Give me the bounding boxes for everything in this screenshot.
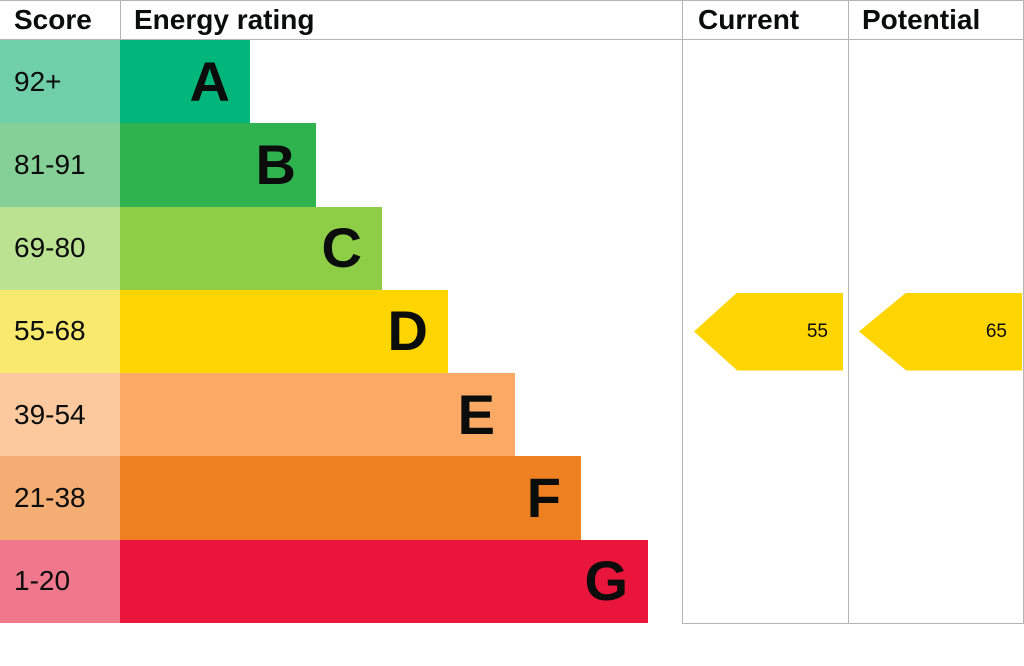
band-letter-f: F (526, 466, 561, 530)
band-letter-b: B (255, 132, 296, 196)
band-bar-d: D (120, 289, 448, 374)
score-range-b: 81-91 (0, 123, 120, 207)
band-row-e: 39-54 E (0, 373, 682, 457)
score-header: Score (14, 4, 92, 35)
band-letter-e: E (457, 382, 495, 446)
score-range-c: 69-80 (0, 206, 120, 290)
current-column-divider (682, 0, 683, 623)
potential-rating-value: 65 (985, 320, 1007, 342)
bands: 92+ A 81-91 B 69-80 C 55-68 D 39-54 E 21… (0, 40, 682, 623)
band-bar-e: E (120, 373, 515, 457)
potential-column-divider (848, 0, 849, 623)
current-header: Current (698, 4, 800, 35)
band-letter-g: G (584, 549, 628, 613)
band-row-c: 69-80 C (0, 206, 682, 290)
score-range-f: 21-38 (0, 456, 120, 540)
score-range-d: 55-68 (0, 289, 120, 374)
band-row-f: 21-38 F (0, 456, 682, 540)
band-letter-c: C (321, 216, 362, 280)
band-row-g: 1-20 G (0, 539, 682, 623)
score-range-e: 39-54 (0, 373, 120, 457)
current-rating-arrow: 55 (694, 292, 843, 371)
band-letter-a: A (189, 49, 230, 113)
current-rating-value: 55 (806, 320, 828, 342)
potential-rating-arrow: 65 (859, 292, 1022, 371)
band-bar-a: A (120, 40, 250, 124)
band-letter-d: D (387, 299, 428, 363)
header-row: Score Energy rating Current Potential (0, 0, 1024, 40)
potential-header: Potential (862, 4, 981, 35)
band-row-b: 81-91 B (0, 123, 682, 207)
band-bar-f: F (120, 456, 581, 540)
band-row-a: 92+ A (0, 40, 682, 124)
score-column-divider (120, 0, 121, 40)
band-row-d: 55-68 D (0, 289, 682, 374)
bottom-border (682, 623, 1024, 624)
score-range-g: 1-20 (0, 539, 120, 623)
energy-rating-header: Energy rating (134, 4, 315, 35)
band-bar-b: B (120, 123, 316, 207)
score-range-a: 92+ (0, 40, 120, 124)
band-bar-g: G (120, 539, 648, 623)
band-bar-c: C (120, 206, 382, 290)
